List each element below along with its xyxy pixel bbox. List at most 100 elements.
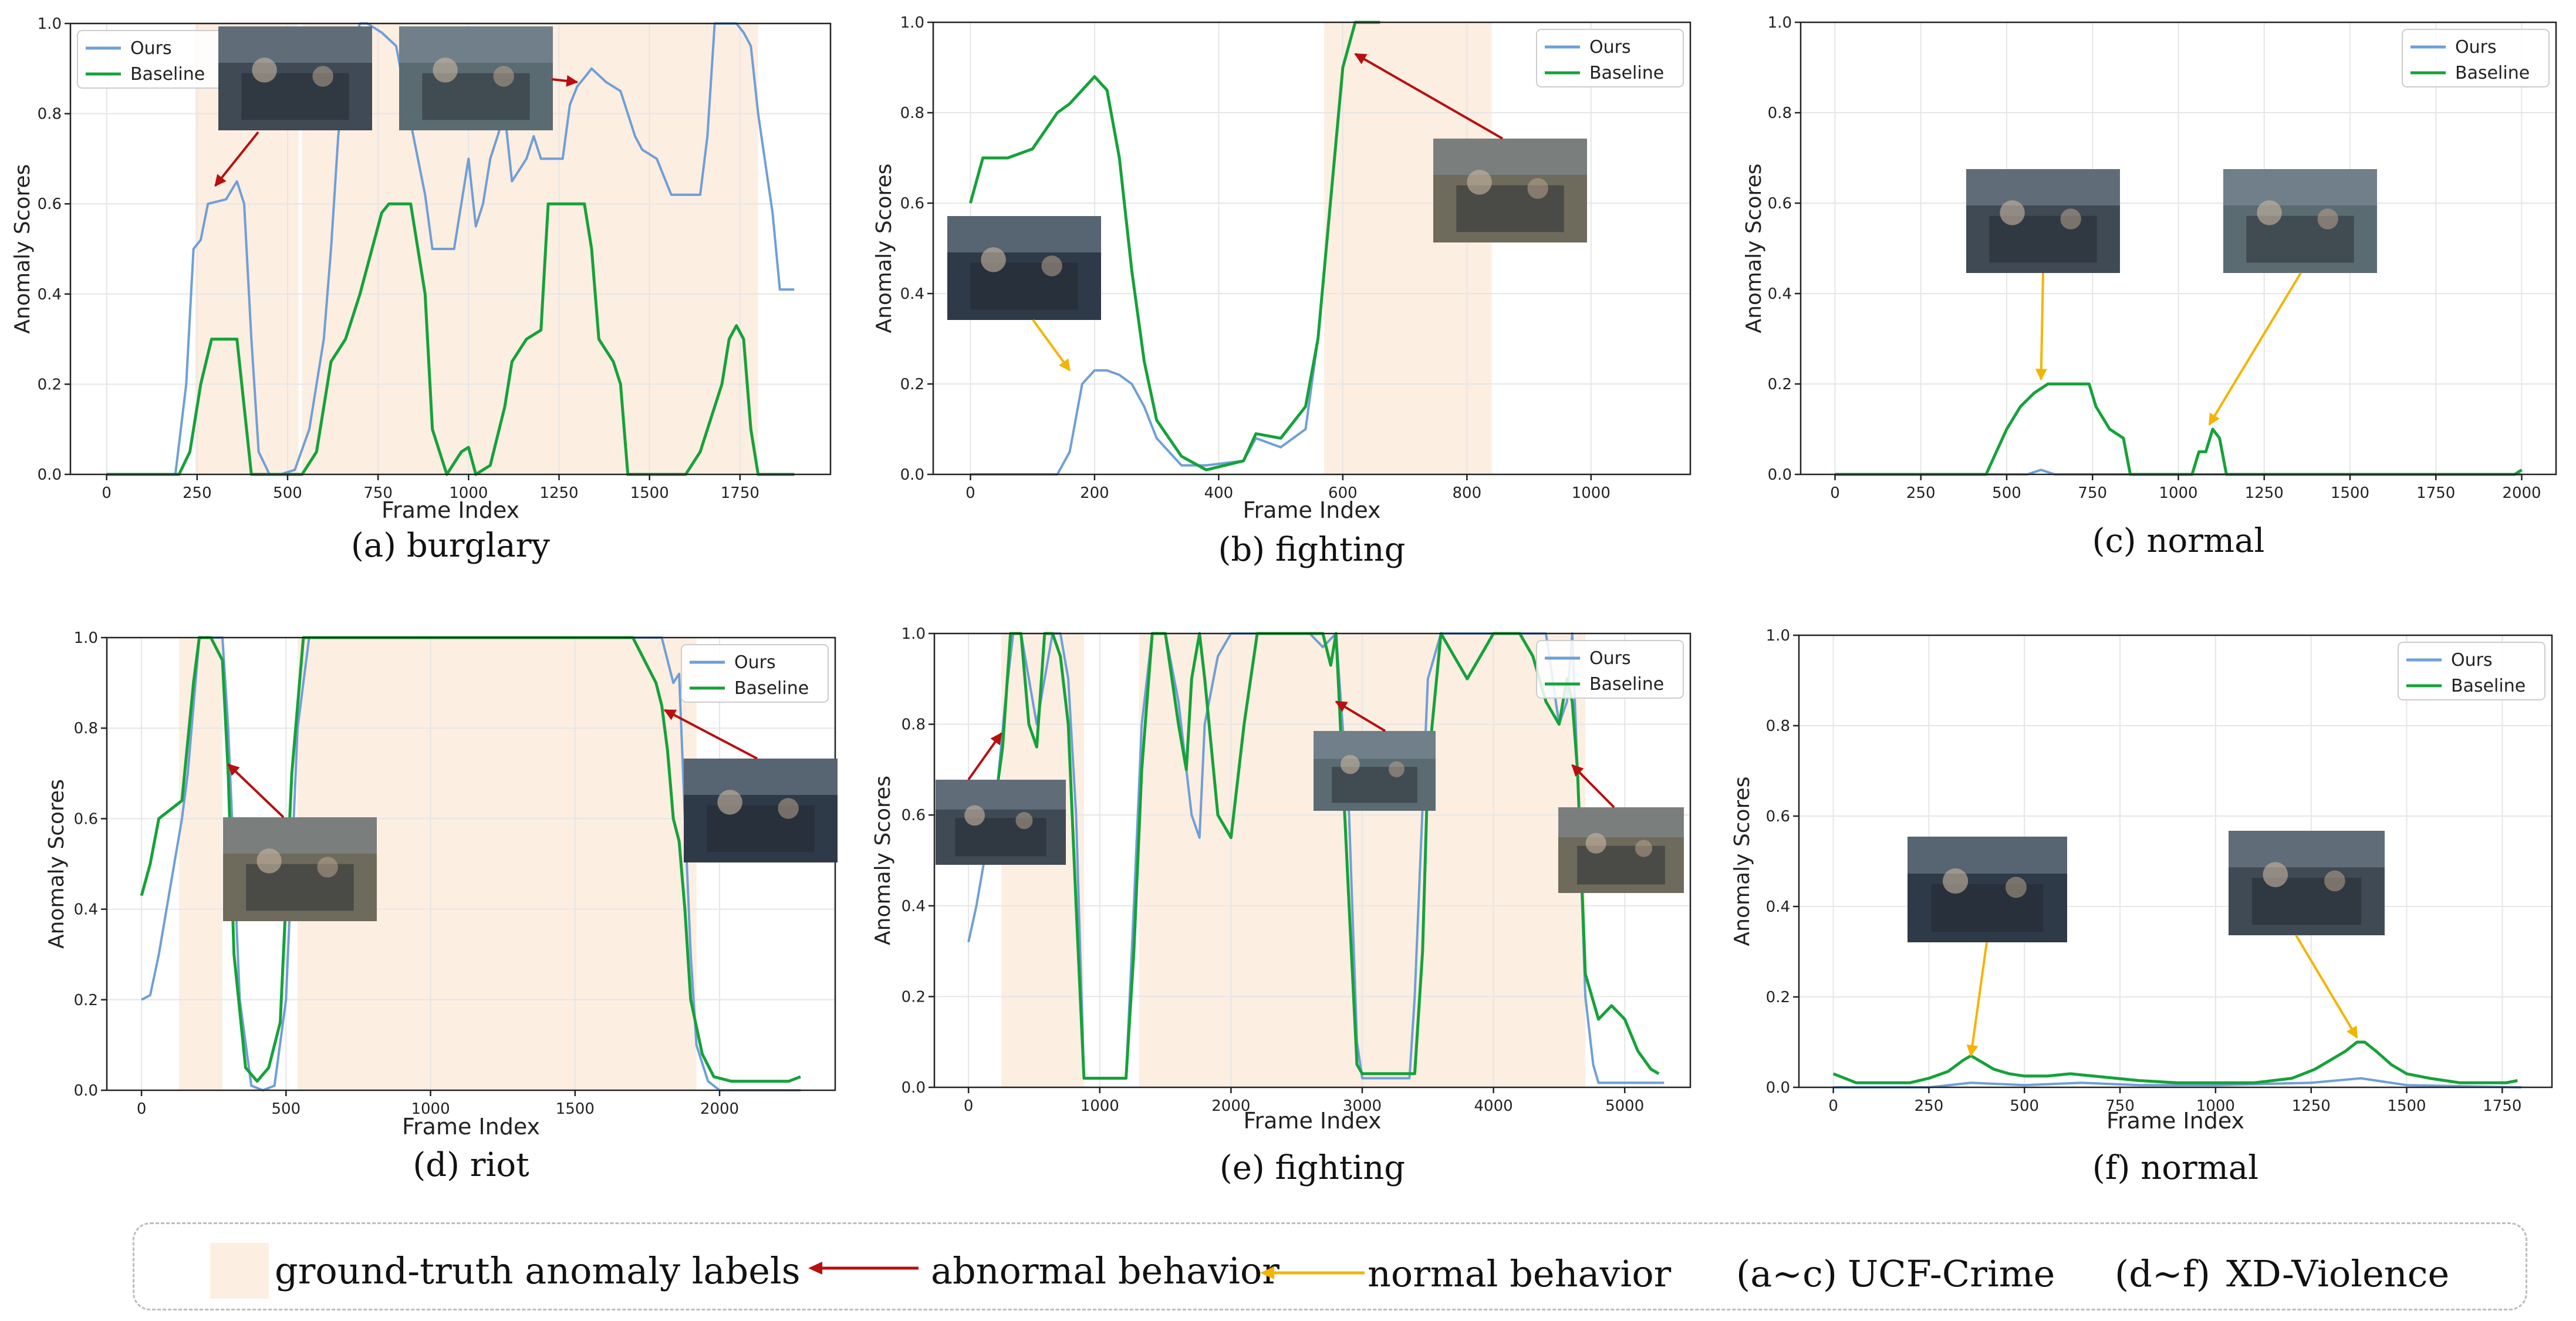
y-tick-label: 0.2 bbox=[1768, 376, 1792, 393]
legend-label-baseline: Baseline bbox=[734, 678, 809, 699]
x-tick-label: 600 bbox=[1328, 484, 1358, 502]
y-tick-label: 0.8 bbox=[1766, 717, 1790, 735]
legend-dataset-name-1: UCF-Crime bbox=[1848, 1252, 2055, 1295]
y-tick-label: 0.2 bbox=[74, 992, 98, 1009]
thumbnail-person bbox=[1943, 868, 1969, 894]
panel-d: 0 500 1000 1500 2000 0.0 0.2 0.4 0.6 0.8 1.0 Frame … bbox=[45, 629, 836, 1184]
thumbnail-person bbox=[964, 805, 985, 826]
x-tick-label: 1250 bbox=[2245, 484, 2284, 502]
abnormal-behavior-arrow bbox=[214, 131, 259, 187]
video-thumbnail-e-10 bbox=[1558, 764, 1684, 893]
x-tick-label: 0 bbox=[102, 484, 112, 502]
x-tick-label: 1500 bbox=[556, 1100, 595, 1118]
x-tick-label: 2000 bbox=[2502, 484, 2541, 502]
normal-arrow-icon bbox=[1260, 1266, 1365, 1279]
y-tick-label: 0.0 bbox=[1766, 1079, 1790, 1097]
x-axis-label: Frame Index bbox=[1243, 497, 1380, 523]
video-thumbnail-e-9 bbox=[1314, 700, 1436, 811]
thumbnail-background bbox=[947, 216, 1101, 252]
video-thumbnail-f-11 bbox=[1907, 837, 2067, 1057]
y-tick-label: 1.0 bbox=[74, 629, 98, 647]
video-thumbnail-b-3 bbox=[947, 216, 1101, 372]
abnormal-behavior-arrow bbox=[1354, 53, 1503, 140]
video-thumbnail-a-1 bbox=[399, 26, 579, 130]
thumbnail-person bbox=[256, 848, 282, 874]
thumbnail-background bbox=[218, 26, 372, 63]
chart-legend-b: Ours Baseline bbox=[1536, 29, 1684, 87]
normal-behavior-arrow bbox=[2035, 272, 2047, 381]
x-tick-label: 2000 bbox=[1211, 1097, 1250, 1115]
thumbnail-frame bbox=[218, 26, 372, 130]
legend-label-baseline: Baseline bbox=[2455, 63, 2530, 83]
thumbnail-frame bbox=[1433, 139, 1587, 242]
x-tick-label: 200 bbox=[1080, 484, 1109, 502]
legend-dataset-name-2: XD-Violence bbox=[2226, 1252, 2450, 1295]
legend-label-baseline: Baseline bbox=[130, 64, 205, 85]
ground-truth-region-d-0 bbox=[179, 638, 222, 1090]
x-tick-label: 250 bbox=[1915, 1097, 1944, 1115]
thumbnail-frame bbox=[684, 759, 838, 862]
y-axis-label: Anomaly Scores bbox=[871, 776, 895, 945]
y-tick-label: 0.2 bbox=[900, 376, 924, 393]
series-line-baseline-d bbox=[140, 636, 801, 1083]
thumbnail-frame bbox=[1907, 837, 2067, 942]
abnormal-behavior-arrow bbox=[663, 709, 758, 760]
legend-normal-label: normal behavior bbox=[1368, 1252, 1672, 1295]
series-line-ours-d bbox=[141, 636, 801, 1091]
x-tick-label: 750 bbox=[2078, 484, 2107, 502]
y-axis-label: Anomaly Scores bbox=[11, 164, 35, 334]
x-tick-label: 1250 bbox=[2292, 1097, 2331, 1115]
y-tick-label: 0.2 bbox=[38, 376, 62, 393]
thumbnail-frame bbox=[223, 817, 377, 921]
y-tick-label: 0.6 bbox=[74, 810, 98, 828]
thumbnail-person bbox=[1635, 840, 1653, 857]
legend-label-baseline: Baseline bbox=[1589, 674, 1664, 695]
normal-behavior-arrow bbox=[1966, 942, 1988, 1057]
y-tick-label: 0.0 bbox=[1768, 466, 1792, 484]
legend-label-ours: Ours bbox=[1589, 648, 1631, 669]
panel-e: 0 1000 2000 3000 4000 5000 0.0 0.2 0.4 0.6 0.8 1.0 F… bbox=[871, 625, 1692, 1187]
thumbnail-person bbox=[2263, 862, 2288, 888]
y-tick-label: 0.8 bbox=[38, 106, 62, 123]
chart-legend-f: Ours Baseline bbox=[2398, 642, 2545, 700]
y-tick-label: 0.6 bbox=[902, 807, 926, 824]
y-tick-label: 1.0 bbox=[38, 15, 62, 33]
legend-gt-label: ground-truth anomaly labels bbox=[275, 1249, 801, 1292]
axes-frame-e bbox=[933, 632, 1692, 1089]
thumbnail-frame bbox=[947, 216, 1101, 320]
thumbnail-person bbox=[717, 790, 742, 815]
y-tick-label: 1.0 bbox=[900, 14, 924, 32]
y-tick-label: 1.0 bbox=[902, 625, 926, 643]
thumbnail-person bbox=[317, 857, 338, 878]
x-tick-label: 4000 bbox=[1474, 1097, 1512, 1115]
x-tick-label: 500 bbox=[2010, 1097, 2039, 1115]
thumbnail-background bbox=[1314, 731, 1436, 759]
y-axis-label: Anomaly Scores bbox=[1742, 164, 1766, 333]
thumbnail-background bbox=[936, 780, 1066, 810]
y-tick-label: 1.0 bbox=[1768, 14, 1792, 32]
y-tick-label: 0.6 bbox=[38, 196, 62, 213]
video-thumbnail-f-12 bbox=[2229, 831, 2385, 1039]
x-tick-label: 3000 bbox=[1343, 1097, 1382, 1115]
y-tick-label: 0.2 bbox=[1766, 989, 1790, 1006]
panel-caption: (f) normal bbox=[2092, 1149, 2258, 1187]
thumbnail-person bbox=[1467, 170, 1492, 195]
x-tick-label: 0 bbox=[1830, 484, 1840, 502]
video-thumbnail-b-2 bbox=[1354, 53, 1587, 242]
ground-truth-region-b-0 bbox=[1324, 22, 1492, 474]
x-tick-label: 1000 bbox=[2196, 1097, 2235, 1115]
panel-caption: (c) normal bbox=[2092, 522, 2265, 560]
x-tick-label: 750 bbox=[2105, 1097, 2135, 1115]
y-tick-label: 0.8 bbox=[74, 720, 98, 737]
thumbnail-person bbox=[1388, 761, 1405, 777]
x-tick-label: 1750 bbox=[2483, 1097, 2521, 1115]
chart-legend-e: Ours Baseline bbox=[1536, 640, 1684, 699]
series-line-baseline-f bbox=[1832, 1040, 2518, 1084]
y-tick-label: 0.4 bbox=[900, 285, 924, 303]
figure-legend bbox=[133, 1222, 2527, 1310]
x-tick-label: 750 bbox=[363, 484, 393, 502]
x-tick-label: 1750 bbox=[721, 484, 759, 502]
abnormal-arrow-icon bbox=[808, 1262, 919, 1275]
thumbnail-background bbox=[1558, 807, 1684, 838]
x-tick-label: 250 bbox=[1906, 484, 1936, 502]
